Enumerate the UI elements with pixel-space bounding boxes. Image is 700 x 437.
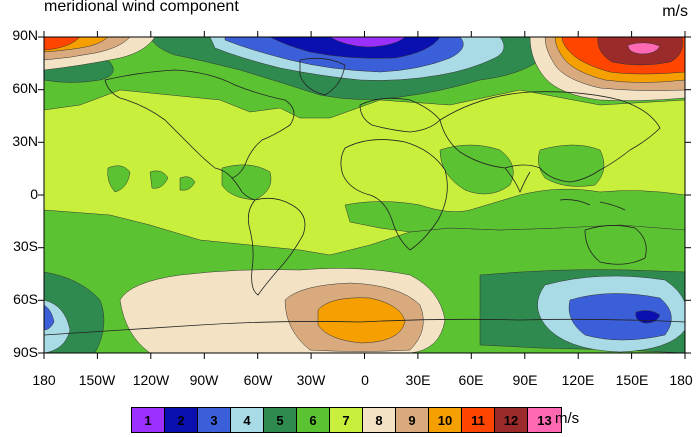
legend-swatch: 7 [330, 408, 363, 432]
legend-swatch: 5 [264, 408, 297, 432]
lon-label: 120W [132, 372, 170, 388]
legend-units: m/s [555, 410, 580, 427]
lon-label: 120E [561, 372, 595, 388]
field-level-6 [221, 164, 272, 201]
color-legend: 1 2 3 4 5 6 7 8 9 10 11 12 13 [131, 407, 562, 433]
lat-label: 0 [30, 186, 38, 202]
lon-label: 150W [78, 372, 116, 388]
lon-label: 60E [458, 372, 484, 388]
legend-swatch: 8 [363, 408, 396, 432]
legend-swatch: 2 [165, 408, 198, 432]
field-level-6 [149, 170, 169, 189]
lon-label: 60W [243, 372, 273, 388]
lon-label: 90W [189, 372, 219, 388]
legend-swatch: 9 [396, 408, 429, 432]
contour-fields [44, 37, 685, 353]
map-units: m/s [662, 3, 688, 20]
lat-label: 60N [12, 80, 38, 96]
field-level-1 [329, 37, 406, 48]
field-level-6 [179, 176, 196, 191]
field-level-6 [439, 144, 514, 195]
lat-label: 30N [12, 133, 38, 149]
lat-label: 90S [13, 344, 38, 360]
coastlines [44, 57, 685, 336]
field-level-13 [627, 42, 661, 55]
lon-label: 30E [405, 372, 431, 388]
lat-label: 30S [13, 238, 38, 254]
field-level-6 [107, 165, 131, 193]
legend-swatch: 11 [462, 408, 495, 432]
lon-label: 90E [512, 372, 538, 388]
lon-label: 150E [615, 372, 649, 388]
lon-label: 180 [32, 372, 56, 388]
lat-label: 90N [12, 27, 38, 43]
legend-swatch: 13 [528, 408, 561, 432]
lon-label: 180 [669, 372, 693, 388]
axis-ticks [38, 31, 691, 359]
field-level-2 [269, 37, 441, 59]
legend-swatch: 12 [495, 408, 528, 432]
field-level-11 [44, 37, 81, 51]
legend-swatch: 10 [429, 408, 462, 432]
legend-swatch: 3 [198, 408, 231, 432]
field-level-3 [44, 304, 55, 331]
field-level-6 [538, 144, 605, 187]
lon-label: 0 [361, 372, 369, 388]
legend-swatch: 4 [231, 408, 264, 432]
field-level-10 [317, 297, 406, 344]
lat-label: 60S [13, 291, 38, 307]
lon-label: 30W [296, 372, 326, 388]
legend-swatch: 6 [297, 408, 330, 432]
legend-swatch: 1 [132, 408, 165, 432]
map-title: meridional wind component [44, 0, 239, 15]
field-level-3 [568, 293, 672, 341]
